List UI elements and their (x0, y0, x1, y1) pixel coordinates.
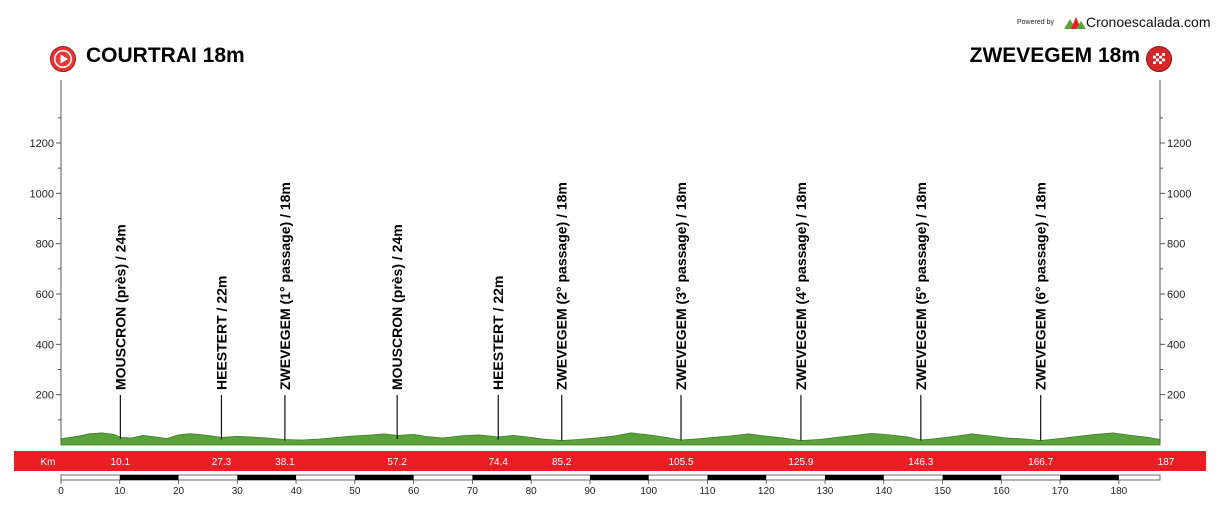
elevation-area-path (60, 432, 1161, 446)
y-tick-label-right: 1000 (1167, 188, 1191, 200)
finish-flag-icon (1146, 46, 1172, 72)
x-tick-label: 180 (1111, 486, 1128, 497)
waypoint-label: ZWEVEGEM (3° passage) / 18m (673, 182, 689, 390)
km-band-value: 146.3 (908, 457, 933, 468)
km-band-value: 125.9 (788, 457, 813, 468)
x-tick-label: 100 (640, 486, 657, 497)
x-tick-label: 50 (349, 486, 361, 497)
x-tick-label: 10 (114, 486, 126, 497)
x-tick-label: 130 (817, 486, 834, 497)
x-tick-label: 170 (1052, 486, 1069, 497)
km-band-value: 74.4 (489, 457, 509, 468)
y-tick-label-right: 400 (1167, 339, 1185, 351)
y-tick-label-left: 600 (36, 289, 54, 301)
km-band-unit: Km (41, 457, 56, 468)
x-tick-label: 110 (699, 486, 715, 497)
axes: 200 200 400 400 600 600 800 800 1000 1000 1200 1200 (30, 80, 1191, 445)
start-title: COURTRAI 18m (86, 44, 245, 67)
km-scale-segment (707, 475, 767, 480)
x-tick-label: 90 (584, 486, 596, 497)
km-scale-segment (1060, 475, 1119, 480)
start-play-icon (50, 46, 76, 72)
waypoint-label: HEESTERT / 22m (490, 276, 506, 390)
y-tick-label-right: 600 (1167, 289, 1185, 301)
km-scale: 0 10 20 30 40 50 60 70 80 90 100 110 120 130 140 150 160… (58, 474, 1161, 497)
km-band-value: 38.1 (275, 457, 295, 468)
y-tick-label-left: 400 (36, 339, 54, 351)
elevation-area (60, 432, 1161, 446)
km-scale-segment (119, 475, 179, 480)
x-tick-label: 120 (758, 486, 775, 497)
x-tick-label: 70 (467, 486, 479, 497)
waypoint-label: HEESTERT / 22m (213, 276, 229, 390)
x-tick-label: 30 (232, 486, 244, 497)
waypoints: MOUSCRON (près) / 24m HEESTERT / 22m ZWEVE… (112, 182, 1049, 441)
km-scale-segment (237, 475, 297, 480)
waypoint-label: ZWEVEGEM (4° passage) / 18m (793, 182, 809, 390)
x-tick-label: 40 (291, 486, 303, 497)
powered-by-label: Powered by (1017, 19, 1054, 26)
km-band-value: 27.3 (212, 457, 232, 468)
y-tick-label-right: 1200 (1167, 138, 1191, 150)
x-tick-label: 160 (993, 486, 1010, 497)
y-tick-label-left: 200 (36, 390, 54, 402)
km-band-end: 187 (1158, 457, 1175, 468)
y-tick-label-left: 1000 (30, 188, 54, 200)
y-tick-label-right: 200 (1167, 390, 1185, 402)
km-band: Km 10.1 27.3 38.1 57.2 74.4 85.2 105.5 125.9 146.… (14, 451, 1206, 471)
waypoint-label: MOUSCRON (près) / 24m (389, 224, 405, 390)
waypoint-label: ZWEVEGEM (6° passage) / 18m (1033, 182, 1049, 390)
y-tick-label-left: 1200 (30, 138, 54, 150)
km-band-value: 57.2 (387, 457, 407, 468)
brand-link[interactable]: Cronoescalada.com (1086, 14, 1211, 30)
x-tick-label: 150 (934, 486, 951, 497)
km-band-value: 85.2 (552, 457, 572, 468)
km-band-bar (14, 451, 1206, 471)
x-tick-label: 20 (173, 486, 185, 497)
waypoint-label: MOUSCRON (près) / 24m (112, 224, 128, 390)
x-tick-label: 0 (58, 486, 64, 497)
mountains-logo-icon (1064, 16, 1086, 34)
waypoint-label: ZWEVEGEM (5° passage) / 18m (913, 182, 929, 390)
y-tick-label-left: 800 (36, 239, 54, 251)
km-band-value: 10.1 (111, 457, 131, 468)
km-scale-segment (589, 475, 649, 480)
km-band-value: 105.5 (669, 457, 694, 468)
x-tick-label: 60 (408, 486, 420, 497)
km-scale-segment (472, 475, 532, 480)
km-scale-segment (825, 475, 884, 480)
km-scale-segment (942, 475, 1002, 480)
km-scale-segment (354, 475, 414, 480)
finish-title: ZWEVEGEM 18m (969, 44, 1140, 67)
waypoint-label: ZWEVEGEM (2° passage) / 18m (554, 182, 570, 390)
km-band-value: 166.7 (1028, 457, 1053, 468)
waypoint-label: ZWEVEGEM (1° passage) / 18m (277, 182, 293, 390)
x-tick-label: 140 (875, 486, 892, 497)
x-tick-label: 80 (526, 486, 538, 497)
y-tick-label-right: 800 (1167, 239, 1185, 251)
